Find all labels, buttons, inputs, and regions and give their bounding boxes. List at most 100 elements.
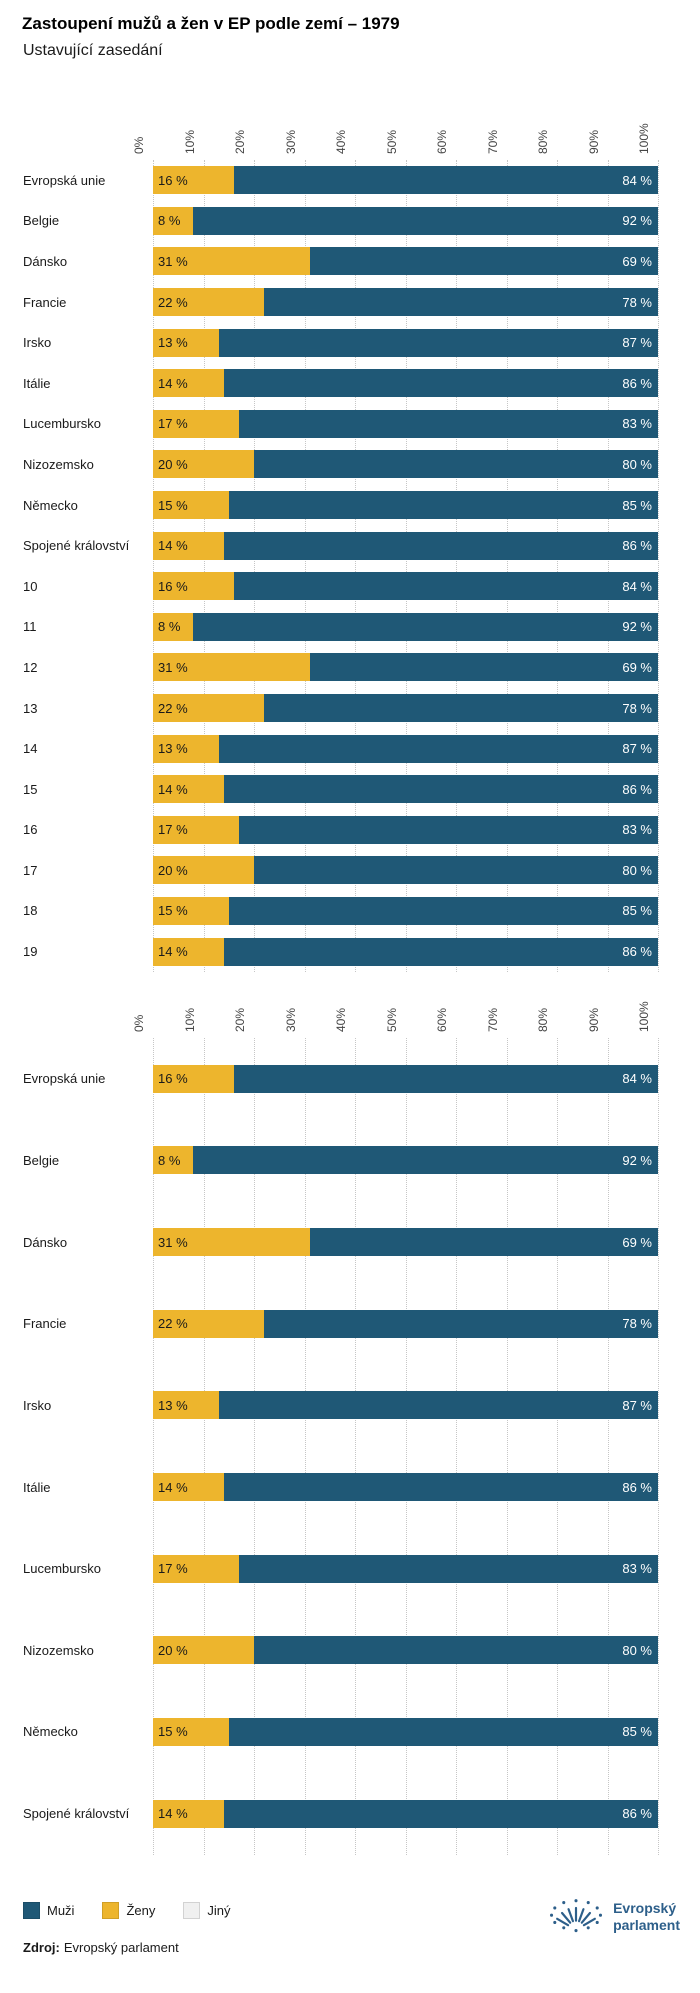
men-value-label: 83 % xyxy=(622,416,652,432)
women-bar-segment[interactable]: 14 % xyxy=(153,937,224,966)
stacked-bar: 14 % 86 % xyxy=(153,1473,658,1502)
men-bar-segment[interactable]: 86 % xyxy=(223,775,658,804)
men-bar-segment[interactable]: 87 % xyxy=(218,734,658,763)
men-bar-segment[interactable]: 83 % xyxy=(238,409,658,438)
women-bar-segment[interactable]: 8 % xyxy=(153,1146,194,1175)
women-bar-segment[interactable]: 22 % xyxy=(153,288,265,317)
men-bar-segment[interactable]: 78 % xyxy=(264,288,658,317)
source-text: Evropský parlament xyxy=(63,1940,179,1955)
women-bar-segment[interactable]: 20 % xyxy=(153,450,254,479)
women-bar-segment[interactable]: 31 % xyxy=(153,653,310,682)
bar-row: Německo 15 % 85 % xyxy=(0,1691,700,1773)
men-bar-segment[interactable]: 78 % xyxy=(264,694,658,723)
women-bar-segment[interactable]: 8 % xyxy=(153,612,194,641)
men-bar-segment[interactable]: 80 % xyxy=(254,856,658,885)
women-bar-segment[interactable]: 20 % xyxy=(153,856,254,885)
women-bar-segment[interactable]: 16 % xyxy=(153,166,234,195)
category-label: Lucembursko xyxy=(23,416,102,432)
women-bar-segment[interactable]: 13 % xyxy=(153,734,219,763)
men-bar-segment[interactable]: 85 % xyxy=(228,491,658,520)
stacked-bar: 14 % 86 % xyxy=(153,775,658,804)
category-label: Dánsko xyxy=(23,1234,68,1250)
women-bar-segment[interactable]: 17 % xyxy=(153,1554,239,1583)
men-bar-segment[interactable]: 92 % xyxy=(193,1146,658,1175)
women-bar-segment[interactable]: 15 % xyxy=(153,896,229,925)
bar-row: Itálie 14 % 86 % xyxy=(0,363,700,404)
category-label: Německo xyxy=(23,1724,78,1740)
women-value-label: 14 % xyxy=(158,1479,188,1495)
men-bar-segment[interactable]: 86 % xyxy=(223,1799,658,1828)
men-bar-segment[interactable]: 86 % xyxy=(223,369,658,398)
x-axis-tick-label: 60% xyxy=(435,1007,449,1032)
bar-row: 19 14 % 86 % xyxy=(0,931,700,972)
men-bar-segment[interactable]: 69 % xyxy=(309,247,658,276)
men-value-label: 80 % xyxy=(622,1642,652,1658)
gridline xyxy=(607,1038,609,1855)
women-bar-segment[interactable]: 17 % xyxy=(153,409,239,438)
stacked-bar: 17 % 83 % xyxy=(153,815,658,844)
legend-item-jiny[interactable]: Jiný xyxy=(183,1902,230,1919)
women-bar-segment[interactable]: 13 % xyxy=(153,1391,219,1420)
men-bar-segment[interactable]: 83 % xyxy=(238,815,658,844)
legend-item-zeny[interactable]: Ženy xyxy=(102,1902,155,1919)
women-bar-segment[interactable]: 14 % xyxy=(153,1473,224,1502)
women-value-label: 16 % xyxy=(158,1071,188,1087)
bar-row: 14 13 % 87 % xyxy=(0,728,700,769)
men-bar-segment[interactable]: 92 % xyxy=(193,206,658,235)
women-bar-segment[interactable]: 13 % xyxy=(153,328,219,357)
men-bar-segment[interactable]: 86 % xyxy=(223,1473,658,1502)
women-bar-segment[interactable]: 16 % xyxy=(153,572,234,601)
men-bar-segment[interactable]: 86 % xyxy=(223,531,658,560)
category-label: Francie xyxy=(23,1316,67,1332)
men-value-label: 86 % xyxy=(622,1479,652,1495)
men-bar-segment[interactable]: 78 % xyxy=(264,1309,658,1338)
men-bar-segment[interactable]: 85 % xyxy=(228,1717,658,1746)
stacked-bar: 14 % 86 % xyxy=(153,531,658,560)
women-bar-segment[interactable]: 14 % xyxy=(153,531,224,560)
women-bar-segment[interactable]: 31 % xyxy=(153,1228,310,1257)
women-bar-segment[interactable]: 16 % xyxy=(153,1064,234,1093)
men-bar-segment[interactable]: 87 % xyxy=(218,1391,658,1420)
men-bar-segment[interactable]: 85 % xyxy=(228,896,658,925)
stacked-bar: 15 % 85 % xyxy=(153,491,658,520)
women-value-label: 8 % xyxy=(158,1152,181,1168)
women-bar-segment[interactable]: 31 % xyxy=(153,247,310,276)
men-bar-segment[interactable]: 80 % xyxy=(254,1636,658,1665)
gridline xyxy=(355,160,356,972)
women-bar-segment[interactable]: 20 % xyxy=(153,1636,254,1665)
category-label: Itálie xyxy=(23,375,51,391)
women-bar-segment[interactable]: 17 % xyxy=(153,815,239,844)
women-bar-segment[interactable]: 8 % xyxy=(153,206,194,235)
women-value-label: 16 % xyxy=(158,172,188,188)
stacked-bar: 8 % 92 % xyxy=(153,206,658,235)
men-bar-segment[interactable]: 69 % xyxy=(309,1228,658,1257)
men-bar-segment[interactable]: 87 % xyxy=(218,328,658,357)
men-bar-segment[interactable]: 69 % xyxy=(309,653,658,682)
men-bar-segment[interactable]: 84 % xyxy=(233,166,658,195)
x-axis-tick-label: 50% xyxy=(384,129,399,154)
men-bar-segment[interactable]: 84 % xyxy=(233,572,658,601)
bar-row: Evropská unie 16 % 84 % xyxy=(0,160,700,201)
women-bar-segment[interactable]: 14 % xyxy=(153,369,224,398)
women-bar-segment[interactable]: 14 % xyxy=(153,1799,224,1828)
stacked-bar-chart-top: 0% 10% 20% 30% 40% 50% 60% 70% 80% 90% 100% Evropsk… xyxy=(0,100,700,980)
women-bar-segment[interactable]: 22 % xyxy=(153,694,265,723)
category-label: Irsko xyxy=(23,335,52,351)
women-bar-segment[interactable]: 15 % xyxy=(153,491,229,520)
category-label: Francie xyxy=(23,294,67,310)
women-value-label: 17 % xyxy=(158,822,188,838)
men-bar-segment[interactable]: 92 % xyxy=(193,612,658,641)
legend-label-zeny: Ženy xyxy=(126,1903,156,1918)
men-value-label: 78 % xyxy=(622,700,652,716)
stacked-bar: 13 % 87 % xyxy=(153,1391,658,1420)
men-value-label: 86 % xyxy=(622,944,652,960)
men-bar-segment[interactable]: 80 % xyxy=(254,450,658,479)
women-bar-segment[interactable]: 22 % xyxy=(153,1309,265,1338)
women-bar-segment[interactable]: 15 % xyxy=(153,1717,229,1746)
men-bar-segment[interactable]: 83 % xyxy=(238,1554,658,1583)
women-bar-segment[interactable]: 14 % xyxy=(153,775,224,804)
men-bar-segment[interactable]: 86 % xyxy=(223,937,658,966)
men-bar-segment[interactable]: 84 % xyxy=(233,1064,658,1093)
stacked-bar: 20 % 80 % xyxy=(153,856,658,885)
legend-item-muzi[interactable]: Muži xyxy=(23,1902,74,1919)
